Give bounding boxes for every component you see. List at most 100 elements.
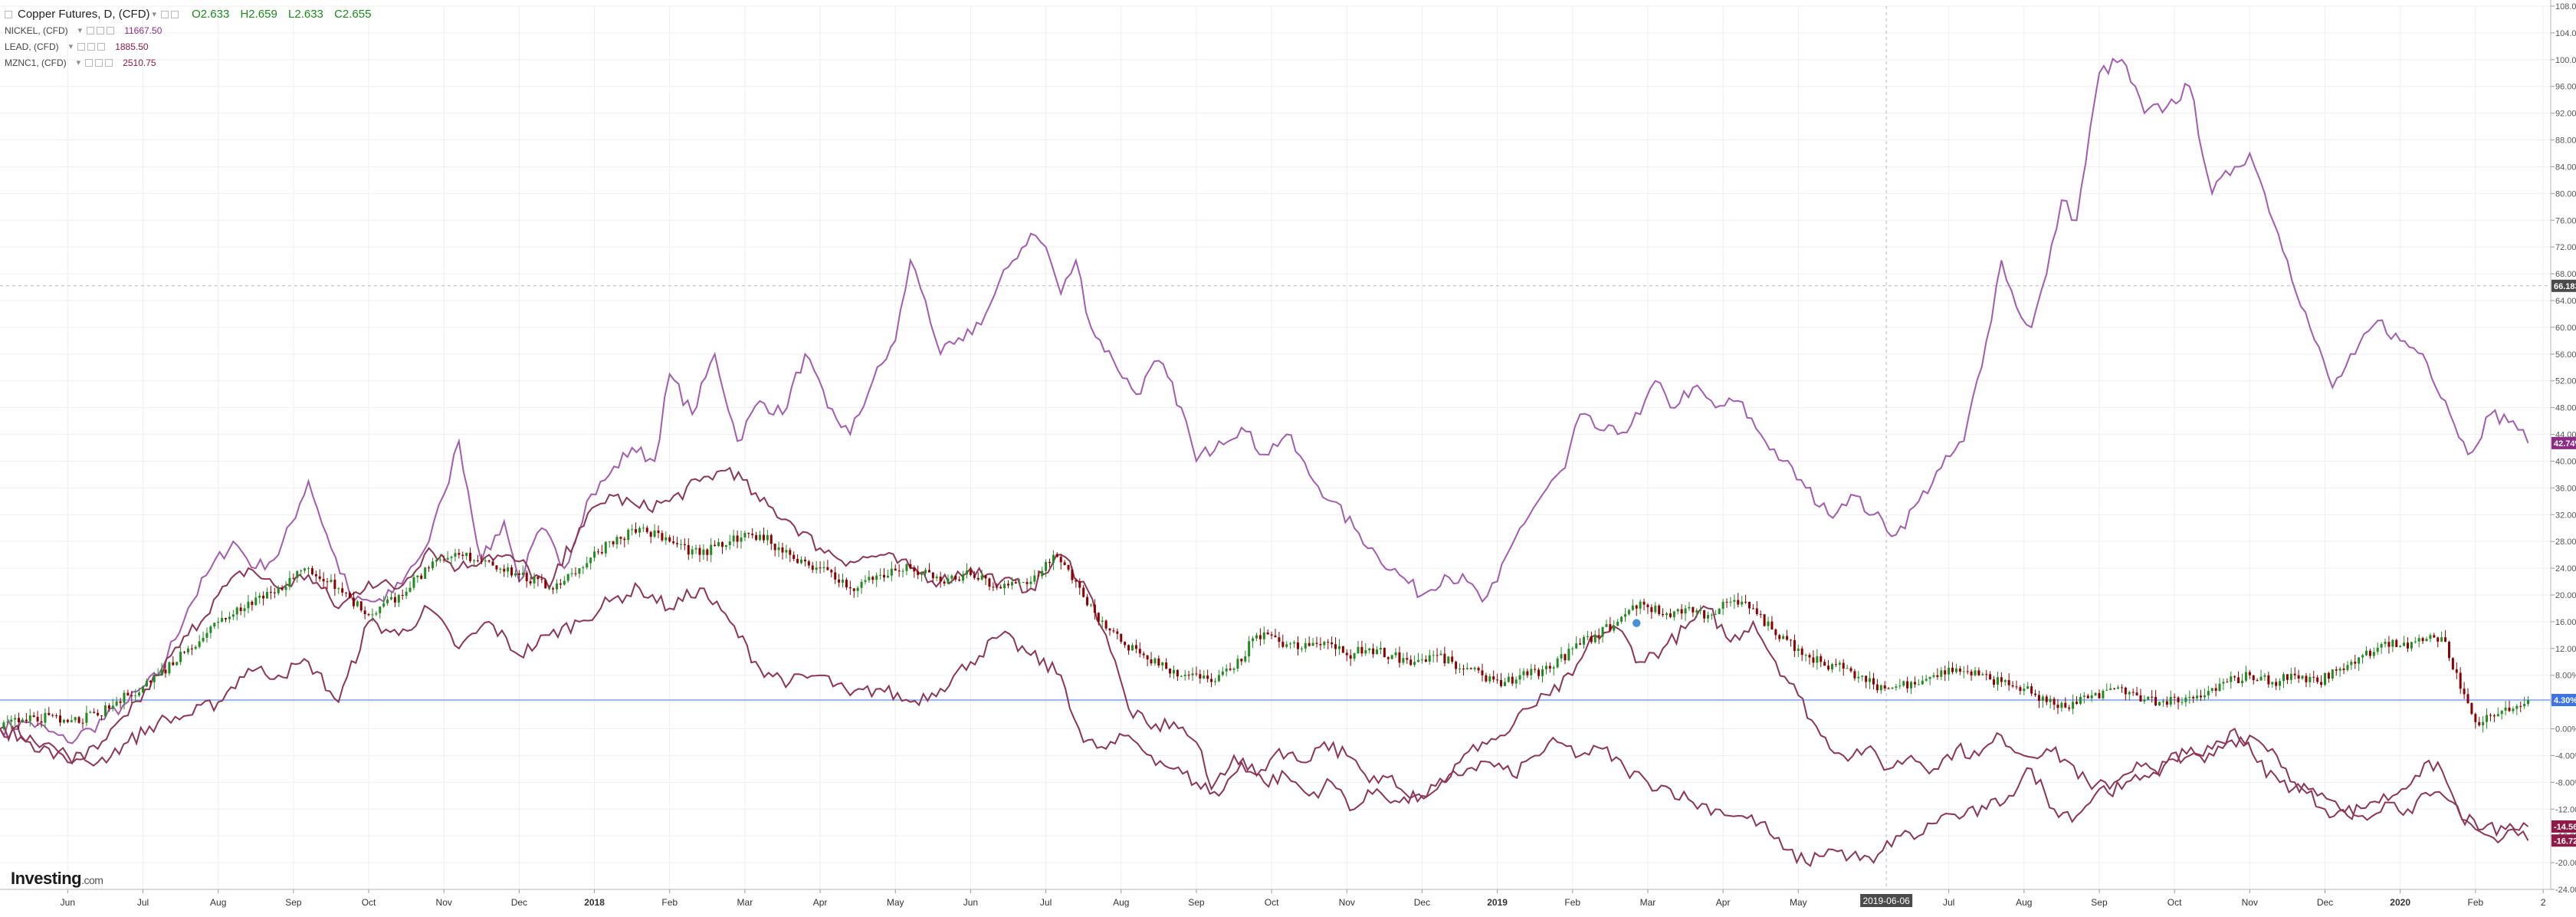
chevron-down-icon[interactable]: ▾	[77, 26, 83, 35]
candle-body	[826, 567, 829, 570]
candle-body	[1334, 644, 1337, 649]
candle-body	[683, 544, 686, 545]
candle-body	[243, 608, 246, 611]
x-tick-label: Feb	[2467, 897, 2483, 908]
legend-item-label: NICKEL, (CFD)	[5, 25, 68, 36]
candle-body	[2034, 693, 2037, 695]
candle-body	[1033, 575, 1036, 582]
visibility-icon[interactable]	[85, 58, 94, 67]
candle-body	[1353, 653, 1356, 659]
chevron-down-icon[interactable]: ▾	[152, 10, 157, 19]
candle-body	[1981, 674, 1984, 675]
candle-body	[1296, 642, 1299, 649]
candle-body	[40, 721, 43, 723]
legend-item-lead[interactable]: LEAD, (CFD) ▾ 1885.50	[5, 38, 379, 54]
close-icon[interactable]	[171, 10, 179, 18]
candle-body	[1213, 681, 1216, 682]
candle-body	[221, 617, 224, 622]
candle-body	[2512, 708, 2515, 712]
candle-body	[2466, 694, 2469, 703]
settings-icon[interactable]	[95, 58, 103, 67]
chevron-down-icon[interactable]: ▾	[76, 58, 81, 67]
candle-body	[852, 588, 855, 591]
close-icon[interactable]	[97, 42, 106, 51]
candle-body	[2470, 702, 2473, 715]
candle-body	[1936, 675, 1939, 677]
candle-body	[495, 565, 498, 570]
candle-body	[1225, 669, 1228, 672]
legend-item-zinc[interactable]: MZNC1, (CFD) ▾ 2510.75	[5, 54, 379, 71]
close-icon[interactable]	[107, 26, 115, 35]
candle-body	[476, 560, 479, 561]
candle-body	[1966, 671, 1969, 672]
settings-icon[interactable]	[97, 26, 105, 35]
candle-body	[2421, 638, 2424, 642]
candle-body	[1883, 685, 1886, 689]
candle-body	[2486, 715, 2489, 722]
candle-body	[1993, 679, 1996, 685]
candle-body	[1108, 628, 1111, 631]
candle-body	[412, 577, 415, 588]
candle-body	[2387, 642, 2391, 647]
candle-body	[266, 592, 269, 599]
y-tick-label: 32.00%	[2555, 511, 2576, 520]
candle-body	[657, 530, 660, 534]
candle-body	[431, 561, 434, 569]
settings-icon[interactable]	[87, 42, 96, 51]
candle-body	[428, 567, 431, 569]
candle-body	[1130, 645, 1134, 651]
series-layer	[0, 58, 2530, 867]
series-line-nickel	[0, 58, 2529, 744]
candle-body	[119, 701, 122, 703]
close-icon[interactable]	[105, 58, 113, 67]
candle-body	[1583, 636, 1586, 645]
candle-body	[559, 583, 562, 585]
candle-body	[1895, 686, 1898, 688]
candle-body	[698, 547, 701, 555]
visibility-icon[interactable]	[87, 26, 95, 35]
candle-body	[1311, 643, 1314, 646]
candle-body	[672, 541, 675, 544]
candle-body	[766, 534, 769, 541]
settings-icon[interactable]	[161, 10, 169, 18]
candle-body	[21, 719, 24, 723]
candle-body	[1006, 583, 1009, 586]
last-value-tag-bg	[2551, 694, 2576, 707]
y-tick-label: 24.00%	[2555, 564, 2576, 574]
series-line-zinc	[0, 582, 2529, 867]
candle-body	[1424, 659, 1427, 662]
candle-body	[1872, 678, 1875, 685]
candle-body	[615, 537, 619, 544]
candle-body	[2218, 683, 2221, 692]
candle-body	[225, 617, 228, 620]
legend-main-row[interactable]: Copper Futures, D, (CFD) ▾ O2.633 H2.659…	[5, 6, 379, 22]
crosshair-y-tag-text: 66.183	[2554, 282, 2576, 291]
candle-body	[333, 580, 336, 590]
collapse-toggle-icon[interactable]	[5, 10, 12, 18]
candle-body	[1755, 608, 1758, 614]
candle-body	[1503, 682, 1506, 686]
candle-body	[1262, 632, 1265, 639]
candle-body	[2053, 698, 2056, 705]
candle-body	[2210, 688, 2213, 692]
candle-body	[2384, 642, 2387, 644]
candle-body	[1217, 675, 1220, 682]
chevron-down-icon[interactable]: ▾	[68, 42, 74, 51]
candle-body	[913, 568, 916, 572]
candle-body	[314, 574, 317, 577]
candle-body	[97, 712, 100, 716]
candle-body	[2335, 669, 2338, 671]
candle-body	[2372, 652, 2375, 656]
candle-body	[1127, 645, 1130, 651]
candle-body	[1940, 670, 1943, 677]
candle-body	[1718, 608, 1721, 614]
candle-body	[382, 603, 386, 607]
legend-item-nickel[interactable]: NICKEL, (CFD) ▾ 11667.50	[5, 22, 379, 38]
candle-body	[2173, 696, 2176, 698]
candle-body	[2248, 672, 2251, 675]
candle-body	[589, 557, 592, 564]
candle-body	[1770, 621, 1774, 629]
candle-body	[2358, 657, 2361, 664]
visibility-icon[interactable]	[77, 42, 86, 51]
